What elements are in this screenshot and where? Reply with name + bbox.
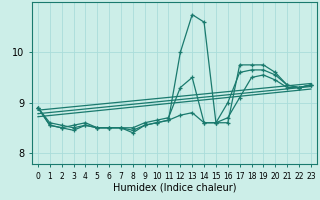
X-axis label: Humidex (Indice chaleur): Humidex (Indice chaleur) — [113, 182, 236, 192]
